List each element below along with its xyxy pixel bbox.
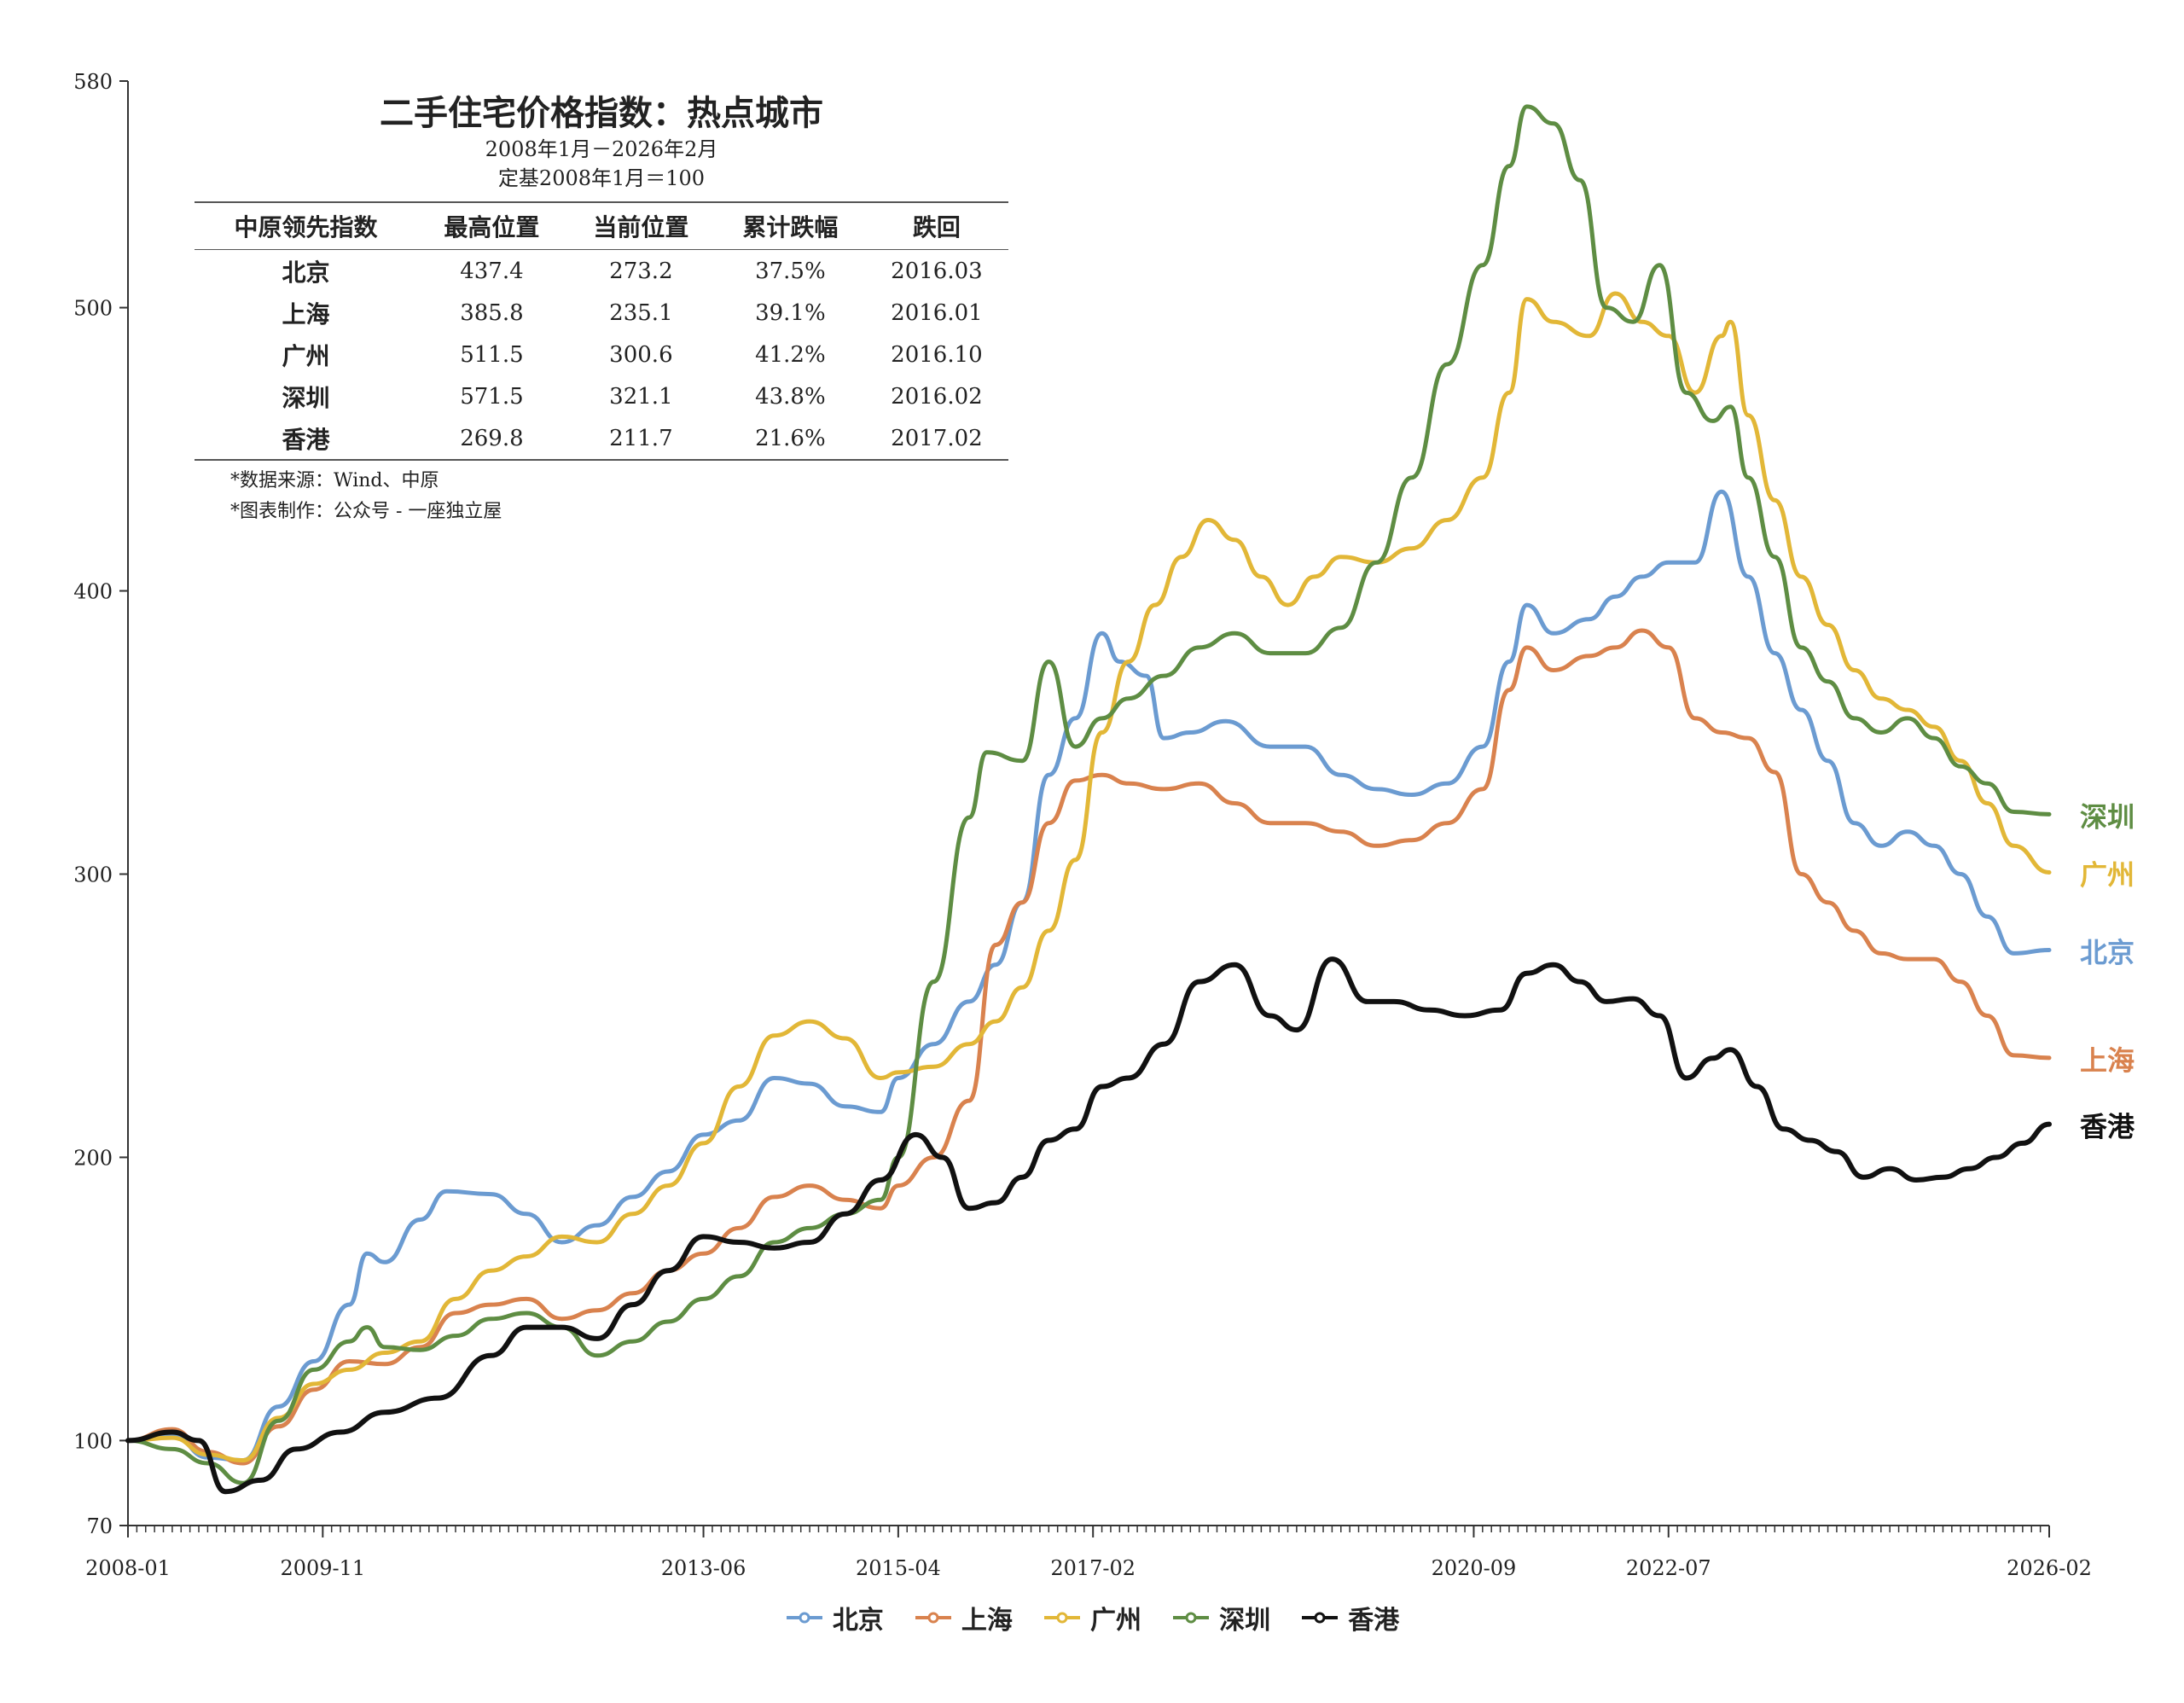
chart-title: 二手住宅价格指数：热点城市 — [380, 93, 823, 133]
legend-item: 深圳 — [1171, 1599, 1270, 1636]
x-tick-label: 2020-09 — [1432, 1556, 1517, 1580]
row-peak: 385.8 — [460, 299, 524, 326]
legend-label: 广州 — [1090, 1606, 1141, 1636]
y-tick-label: 300 — [73, 863, 113, 886]
header-peak: 最高位置 — [416, 202, 566, 250]
row-city: 广州 — [282, 341, 330, 370]
legend-item: 香港 — [1300, 1599, 1399, 1636]
row-peak: 511.5 — [460, 341, 524, 368]
table-row: 广州 511.5 300.6 41.2% 2016.10 — [195, 334, 1008, 375]
row-back-to: 2017.02 — [891, 425, 983, 451]
table-header-row: 中原领先指数 最高位置 当前位置 累计跌幅 跌回 — [195, 202, 1008, 250]
legend-swatch — [1173, 1612, 1210, 1624]
row-drop: 39.1% — [755, 299, 826, 326]
table-row: 上海 385.8 235.1 39.1% 2016.01 — [195, 292, 1008, 334]
source-notes: *数据来源：Wind、中原 *图表制作：公众号 - 一座独立屋 — [230, 466, 1008, 527]
y-tick-label: 580 — [73, 70, 113, 94]
series-line-香港 — [125, 956, 2052, 1495]
series-line-广州 — [125, 291, 2052, 1463]
row-city: 北京 — [282, 258, 330, 287]
row-peak: 269.8 — [460, 425, 524, 451]
row-peak: 571.5 — [460, 383, 524, 410]
series-end-label: 香港 — [2080, 1111, 2135, 1143]
legend-swatch — [1044, 1612, 1080, 1624]
table-row: 北京 437.4 273.2 37.5% 2016.03 — [195, 250, 1008, 293]
x-tick-label: 2015-04 — [856, 1556, 941, 1580]
row-city: 香港 — [282, 425, 330, 454]
note-author: *图表制作：公众号 - 一座独立屋 — [230, 501, 502, 522]
legend-label: 上海 — [961, 1606, 1013, 1636]
legend-label: 香港 — [1348, 1606, 1400, 1636]
row-current: 321.1 — [609, 383, 673, 410]
series-end-label: 北京 — [2080, 936, 2135, 968]
row-current: 211.7 — [609, 425, 673, 451]
summary-panel: 二手住宅价格指数：热点城市 2008年1月－2026年2月 定基2008年1月＝… — [195, 85, 1008, 527]
legend-item: 上海 — [914, 1599, 1013, 1636]
legend-swatch — [915, 1612, 951, 1624]
series-end-label: 上海 — [2080, 1044, 2135, 1077]
legend-swatch — [1302, 1612, 1339, 1624]
header-current: 当前位置 — [566, 202, 716, 250]
chart-axes: 70 100 200 300 400 500 580 2008-01 2009-11 2013-0… — [73, 70, 2092, 1580]
header-back-to: 跌回 — [864, 202, 1008, 250]
legend-item: 北京 — [785, 1599, 884, 1636]
legend-item: 广州 — [1043, 1599, 1141, 1636]
x-tick-label: 2022-07 — [1626, 1556, 1711, 1580]
row-drop: 37.5% — [755, 258, 826, 284]
row-back-to: 2016.02 — [891, 383, 983, 410]
legend-label: 深圳 — [1219, 1606, 1271, 1636]
y-tick-label: 400 — [73, 580, 113, 604]
row-current: 273.2 — [609, 258, 673, 284]
base-note: 定基2008年1月＝100 — [497, 166, 706, 190]
row-city: 深圳 — [282, 383, 330, 412]
x-tick-label: 2009-11 — [280, 1556, 365, 1580]
header-index: 中原领先指数 — [195, 202, 417, 250]
y-tick-label: 500 — [73, 297, 113, 321]
row-back-to: 2016.10 — [891, 341, 983, 368]
x-tick-label: 2026-02 — [2007, 1556, 2092, 1580]
chart-series — [125, 104, 2052, 1495]
y-tick-label: 200 — [73, 1146, 113, 1170]
series-line-深圳 — [125, 104, 2052, 1485]
x-tick-label: 2013-06 — [661, 1556, 746, 1580]
y-tick-label: 70 — [86, 1514, 113, 1538]
series-end-label: 广州 — [2080, 858, 2135, 891]
table-row: 香港 269.8 211.7 21.6% 2017.02 — [195, 417, 1008, 460]
row-current: 235.1 — [609, 299, 673, 326]
legend-swatch — [786, 1612, 822, 1624]
chart-legend: 北京 上海 广州 深圳 香港 — [0, 1599, 2184, 1636]
x-tick-label: 2017-02 — [1050, 1556, 1136, 1580]
series-line-上海 — [125, 628, 2052, 1466]
series-line-北京 — [125, 489, 2052, 1463]
header-drop: 累计跌幅 — [715, 202, 865, 250]
row-drop: 41.2% — [755, 341, 826, 368]
table-row: 深圳 571.5 321.1 43.8% 2016.02 — [195, 375, 1008, 417]
note-source: *数据来源：Wind、中原 — [230, 470, 439, 491]
row-back-to: 2016.03 — [891, 258, 983, 284]
legend-label: 北京 — [832, 1606, 884, 1636]
chart-subtitle: 2008年1月－2026年2月 — [485, 137, 718, 161]
series-end-label: 深圳 — [2080, 800, 2135, 833]
x-tick-label: 2008-01 — [85, 1556, 171, 1580]
row-peak: 437.4 — [460, 258, 524, 284]
row-back-to: 2016.01 — [891, 299, 983, 326]
row-drop: 43.8% — [755, 383, 826, 410]
y-tick-label: 100 — [73, 1429, 113, 1453]
row-current: 300.6 — [609, 341, 673, 368]
summary-table: 中原领先指数 最高位置 当前位置 累计跌幅 跌回 北京 437.4 273.2 … — [195, 201, 1008, 461]
row-city: 上海 — [282, 299, 330, 328]
row-drop: 21.6% — [755, 425, 826, 451]
